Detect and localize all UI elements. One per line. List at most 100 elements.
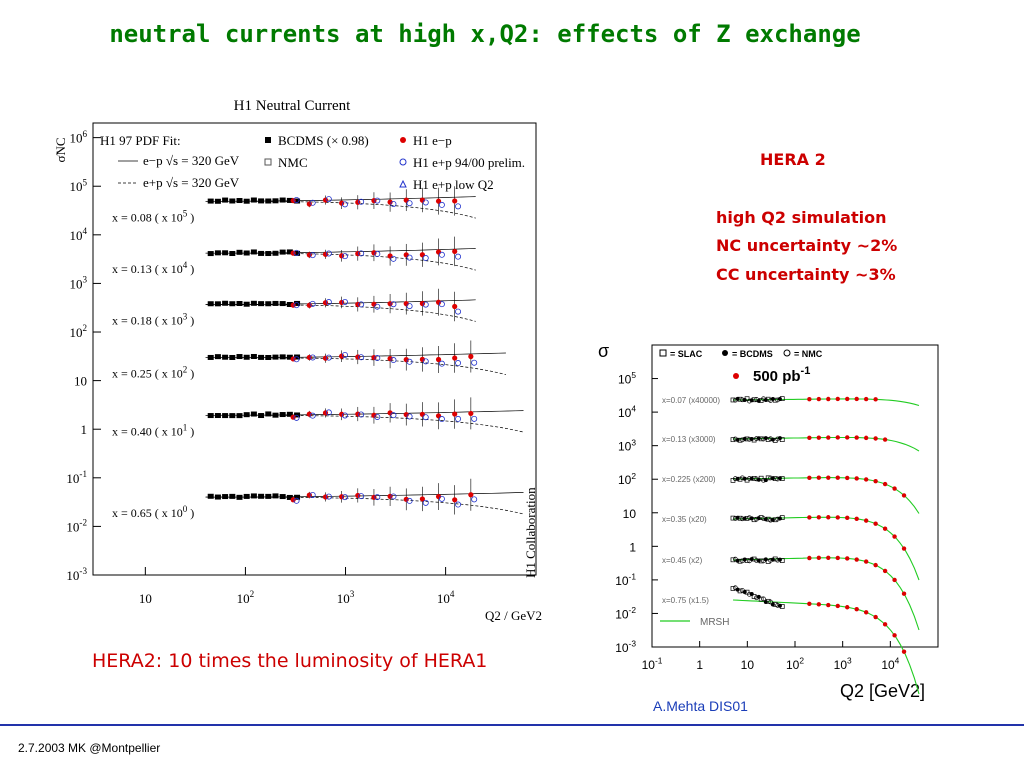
bcdms-point: [229, 251, 236, 257]
slac-point: [751, 397, 757, 403]
left-series: x = 0.25 ( x 102 ): [112, 340, 506, 381]
bcdms-point: [265, 251, 272, 257]
fit-curve-eplus: [205, 357, 506, 375]
right-legend-item: = BCDMS: [722, 349, 773, 359]
slac-point: [779, 437, 785, 442]
left-legend-item: H1 e+p 94/00 prelim.: [399, 155, 525, 170]
h1-eplus-point: [341, 201, 348, 208]
h1-eplus-point: [309, 199, 316, 206]
slac-point: [772, 438, 778, 443]
sim-point: [882, 481, 888, 487]
h1-eplus-point: [325, 409, 332, 416]
h1-eplus-point: [390, 200, 397, 207]
right-series: x=0.75 (x1.5): [662, 585, 920, 695]
sim-point: [892, 577, 897, 583]
bcdms-point: [279, 301, 286, 307]
right-x-tick-label: 104: [881, 656, 899, 672]
right-legend-label: = NMC: [794, 349, 823, 359]
left-series-label: x = 0.08 ( x 105 ): [112, 208, 194, 224]
slac-point: [772, 517, 778, 523]
sim-point: [807, 435, 812, 440]
bcdms-point: [214, 354, 221, 360]
sim-point: [826, 396, 831, 402]
slac-point: [751, 476, 757, 481]
left-series-label: x = 0.65 ( x 100 ): [112, 504, 194, 520]
right-legend-item: = NMC: [783, 349, 823, 359]
h1-eminus-point: [322, 197, 329, 203]
right-series: x=0.13 (x3000): [662, 435, 920, 452]
sim-point: [845, 435, 850, 440]
h1-eplus-point: [325, 250, 332, 257]
slac-point: [765, 396, 771, 402]
sim-point: [826, 602, 831, 608]
h1-eminus-point: [435, 249, 442, 255]
sim-point: [826, 475, 831, 480]
h1-eminus-point: [339, 200, 345, 206]
bcdms-point: [258, 354, 265, 360]
slac-point: [737, 588, 743, 594]
right-series-group: x=0.07 (x40000) x=0.13 (x3000) x=0.225 (x2…: [662, 396, 920, 695]
bcdms-point: [207, 301, 214, 307]
legend-marker: [265, 137, 271, 143]
right-legend-label: = SLAC: [670, 349, 703, 359]
mrsh-curve: [732, 557, 920, 631]
h1-eplus-point: [422, 199, 429, 206]
bcdms-point: [279, 249, 286, 255]
bcdms-point: [214, 250, 221, 256]
bcdms-point: [265, 198, 272, 204]
hera-title: HERA 2: [760, 150, 826, 169]
h1-eminus-point: [452, 497, 458, 503]
bcdms-point: [258, 413, 265, 419]
sim-point: [835, 603, 840, 609]
slac-point: [737, 558, 743, 564]
h1-eminus-point: [322, 251, 329, 257]
collaboration-label: H1 Collaboration: [523, 487, 538, 578]
h1-eminus-point: [435, 198, 442, 204]
bcdms-point: [236, 413, 243, 419]
h1-eminus-point: [452, 248, 458, 255]
left-series-group: x = 0.08 ( x 105 ) x = 0.13 ( x 104 ) x = …: [112, 186, 524, 520]
bcdms-point: [236, 249, 243, 255]
left-series-label: x = 0.18 ( x 103 ): [112, 312, 194, 328]
h1-eplus-point: [293, 302, 300, 309]
sim-point: [892, 633, 897, 638]
h1-eplus-point: [406, 200, 413, 207]
bcdms-point: [250, 353, 257, 359]
sim-point: [901, 546, 907, 551]
bcdms-point: [222, 197, 229, 203]
sim-point: [826, 555, 831, 560]
h1-eplus-point: [390, 412, 397, 419]
legend-marker: [399, 179, 407, 188]
sim-point: [835, 555, 840, 561]
bcdms-point: [236, 300, 243, 306]
slac-point: [765, 598, 771, 604]
right-series-label: x=0.13 (x3000): [662, 435, 716, 444]
slac-point: [744, 436, 750, 442]
h1-eplus-point: [422, 255, 429, 262]
footer-text: 2.7.2003 MK @Montpellier: [18, 741, 161, 755]
h1-eminus-point: [419, 356, 425, 362]
right-y-tick-label: 10-1: [615, 571, 636, 587]
right-series-label: x=0.75 (x1.5): [662, 596, 709, 605]
slac-point: [758, 436, 764, 442]
sim-point: [816, 396, 822, 402]
h1-eplus-point: [422, 414, 429, 421]
h1-eplus-point: [309, 354, 316, 361]
credit-label: A.Mehta DIS01: [653, 698, 748, 714]
h1-eplus-point: [471, 496, 478, 503]
h1-eplus-point: [309, 491, 316, 498]
h1-eminus-point: [290, 497, 296, 503]
h1-eminus-point: [419, 496, 425, 502]
h1-eplus-point: [374, 494, 381, 501]
slac-point: [751, 437, 757, 443]
sim-point: [835, 515, 840, 520]
sim-point: [863, 518, 869, 523]
h1-eminus-point: [419, 411, 425, 417]
sim-point: [901, 591, 907, 596]
right-y-tick-label: 10: [623, 507, 637, 521]
mrsh-curve: [732, 477, 920, 514]
h1-eminus-point: [452, 303, 458, 310]
sim-point: [816, 475, 822, 480]
sim-point: [863, 559, 869, 564]
slac-point: [751, 517, 757, 523]
